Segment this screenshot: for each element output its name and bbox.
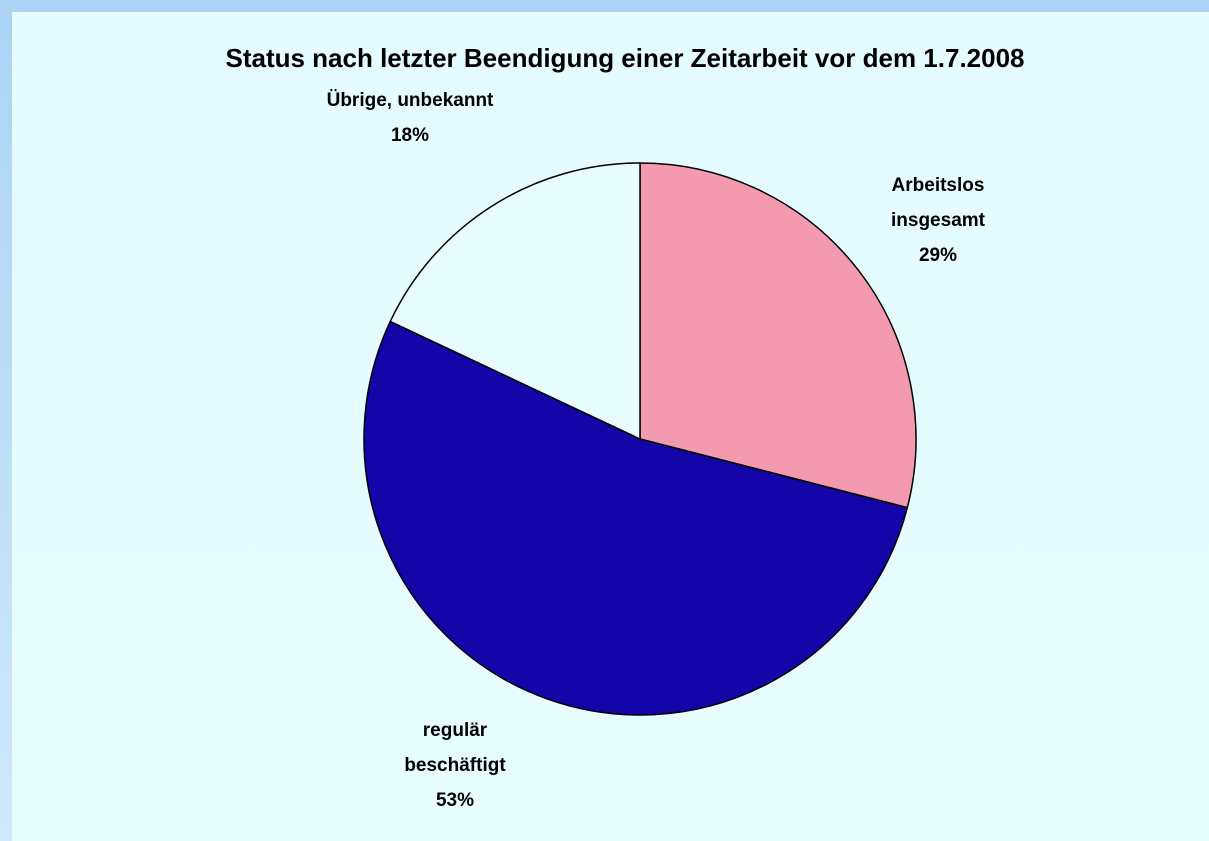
slice-label: Übrige, unbekannt 18% [325,83,495,153]
chart-title: Status nach letzter Beendigung einer Zei… [225,43,1025,73]
category-label: regulär beschäftigt [404,720,506,776]
slice-label: Arbeitslos insgesamt 29% [853,168,1023,273]
pie-slice [389,162,641,441]
pie-slice [639,162,917,509]
pie-slice [363,320,909,716]
value-label: 18% [390,125,430,146]
category-label: Übrige, unbekannt [326,90,494,111]
value-label: 53% [435,790,475,811]
value-label: 29% [918,245,958,266]
slice-label: regulär beschäftigt 53% [370,713,540,818]
category-label: Arbeitslos insgesamt [891,175,985,231]
